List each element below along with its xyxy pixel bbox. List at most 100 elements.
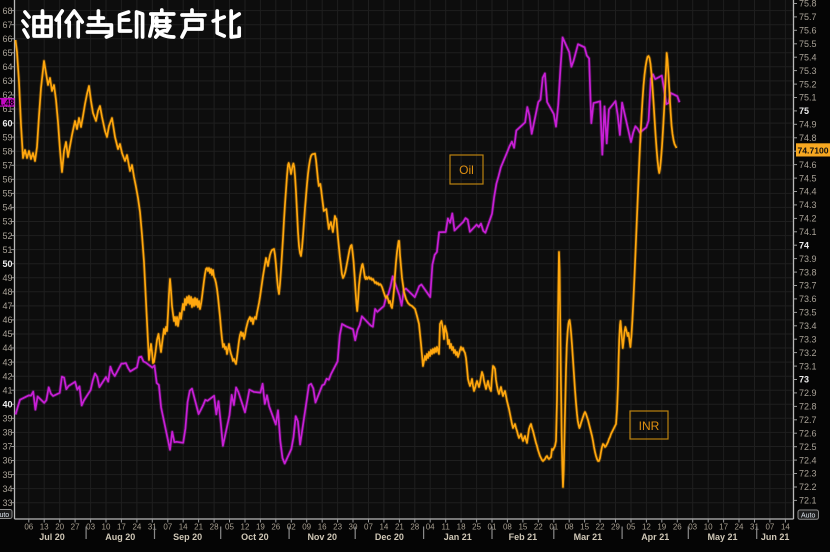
- svg-text:52: 52: [2, 231, 12, 241]
- svg-text:14: 14: [379, 523, 388, 532]
- svg-text:14: 14: [179, 523, 188, 532]
- svg-text:72.7: 72.7: [799, 415, 817, 425]
- svg-text:18: 18: [457, 523, 466, 532]
- svg-text:74.3: 74.3: [799, 200, 817, 210]
- svg-text:22: 22: [596, 523, 605, 532]
- svg-text:11: 11: [442, 523, 451, 532]
- svg-text:40: 40: [2, 400, 12, 410]
- svg-text:19: 19: [657, 523, 666, 532]
- svg-text:72.6: 72.6: [799, 428, 817, 438]
- svg-text:33: 33: [2, 498, 12, 508]
- svg-text:72.3: 72.3: [799, 469, 817, 479]
- svg-text:45: 45: [2, 329, 12, 339]
- svg-text:74.1: 74.1: [799, 227, 817, 237]
- svg-text:37: 37: [2, 442, 12, 452]
- svg-text:75.5: 75.5: [799, 39, 817, 49]
- svg-text:17: 17: [719, 523, 728, 532]
- svg-text:75.6: 75.6: [799, 26, 817, 36]
- svg-text:03: 03: [86, 523, 95, 532]
- svg-text:02: 02: [287, 523, 296, 532]
- svg-text:74.2: 74.2: [799, 214, 817, 224]
- svg-text:41: 41: [2, 385, 12, 395]
- svg-text:05: 05: [627, 523, 636, 532]
- svg-text:72.2: 72.2: [799, 482, 817, 492]
- svg-text:75: 75: [799, 106, 809, 116]
- svg-text:38: 38: [2, 428, 12, 438]
- svg-text:39: 39: [2, 414, 12, 424]
- svg-text:26: 26: [673, 523, 682, 532]
- svg-text:56: 56: [2, 175, 12, 185]
- svg-text:73.5: 73.5: [799, 308, 817, 318]
- svg-text:08: 08: [565, 523, 574, 532]
- svg-text:16: 16: [318, 523, 327, 532]
- svg-text:47: 47: [2, 301, 12, 311]
- svg-text:21: 21: [194, 523, 203, 532]
- svg-text:Oct 20: Oct 20: [241, 532, 269, 542]
- svg-text:74.4: 74.4: [799, 187, 817, 197]
- svg-text:12: 12: [241, 523, 250, 532]
- svg-text:10: 10: [102, 523, 111, 532]
- svg-text:Aug 20: Aug 20: [105, 532, 135, 542]
- svg-text:28: 28: [410, 523, 419, 532]
- svg-text:50: 50: [2, 259, 12, 269]
- svg-text:75.2: 75.2: [799, 79, 817, 89]
- svg-text:75.4: 75.4: [799, 52, 817, 62]
- svg-text:54: 54: [2, 203, 12, 213]
- svg-text:55: 55: [2, 189, 12, 199]
- svg-text:09: 09: [302, 523, 311, 532]
- svg-text:62: 62: [2, 90, 12, 100]
- svg-text:60: 60: [2, 118, 12, 128]
- svg-text:53: 53: [2, 217, 12, 227]
- svg-text:74.6: 74.6: [799, 160, 817, 170]
- svg-text:34: 34: [2, 484, 12, 494]
- svg-text:43: 43: [2, 357, 12, 367]
- svg-text:INR: INR: [639, 419, 660, 433]
- svg-text:35: 35: [2, 470, 12, 480]
- svg-text:66: 66: [2, 34, 12, 44]
- svg-text:73: 73: [799, 375, 809, 385]
- svg-text:Nov 20: Nov 20: [307, 532, 337, 542]
- svg-text:73.9: 73.9: [799, 254, 817, 264]
- svg-text:13: 13: [40, 523, 49, 532]
- svg-text:73.3: 73.3: [799, 334, 817, 344]
- svg-text:Jan 21: Jan 21: [444, 532, 472, 542]
- svg-text:30: 30: [349, 523, 358, 532]
- svg-text:21: 21: [395, 523, 404, 532]
- svg-text:03: 03: [688, 523, 697, 532]
- svg-text:Jun 21: Jun 21: [761, 532, 790, 542]
- svg-text:10: 10: [704, 523, 713, 532]
- svg-text:72.1: 72.1: [799, 496, 817, 506]
- svg-text:07: 07: [163, 523, 172, 532]
- svg-text:63: 63: [2, 76, 12, 86]
- svg-text:42: 42: [2, 371, 12, 381]
- svg-text:31: 31: [148, 523, 157, 532]
- svg-text:73.4: 73.4: [799, 321, 817, 331]
- svg-text:74.9: 74.9: [799, 120, 817, 130]
- svg-text:74.7100: 74.7100: [798, 145, 829, 155]
- svg-text:24: 24: [735, 523, 744, 532]
- svg-text:06: 06: [24, 523, 33, 532]
- svg-text:31: 31: [750, 523, 759, 532]
- svg-text:48: 48: [2, 287, 12, 297]
- svg-text:36: 36: [2, 456, 12, 466]
- svg-text:75.1: 75.1: [799, 93, 817, 103]
- svg-text:61: 61: [2, 104, 12, 114]
- svg-text:Feb 21: Feb 21: [509, 532, 538, 542]
- svg-text:Apr 21: Apr 21: [641, 532, 669, 542]
- svg-text:74.8: 74.8: [799, 133, 817, 143]
- svg-text:58: 58: [2, 146, 12, 156]
- svg-text:68: 68: [2, 6, 12, 16]
- svg-text:15: 15: [580, 523, 589, 532]
- svg-text:19: 19: [256, 523, 265, 532]
- svg-text:14: 14: [781, 523, 790, 532]
- svg-text:73.7: 73.7: [799, 281, 817, 291]
- svg-text:Dec 20: Dec 20: [375, 532, 404, 542]
- svg-text:65: 65: [2, 48, 12, 58]
- svg-text:51: 51: [2, 245, 12, 255]
- svg-text:27: 27: [71, 523, 80, 532]
- svg-text:64: 64: [2, 62, 12, 72]
- svg-text:Oil: Oil: [459, 163, 474, 177]
- svg-text:72.9: 72.9: [799, 388, 817, 398]
- svg-text:29: 29: [611, 523, 620, 532]
- svg-text:73.1: 73.1: [799, 361, 817, 371]
